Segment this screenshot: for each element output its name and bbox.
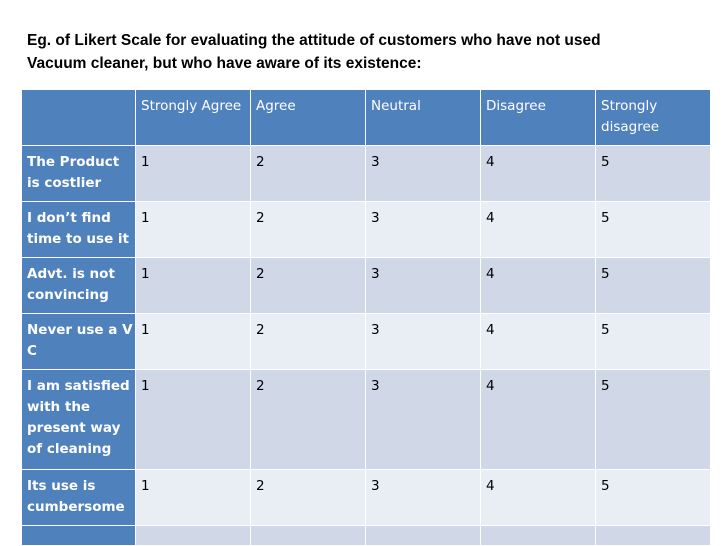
table-cell: 3 xyxy=(365,369,481,470)
row-label: Advt. is not convincing xyxy=(21,257,136,314)
header-strongly-disagree: Strongly disagree xyxy=(595,89,711,146)
row-label: The Product is costlier xyxy=(21,145,136,202)
table-cell: 5 xyxy=(595,313,711,370)
table-cell: 2 xyxy=(250,257,366,314)
table-row xyxy=(21,525,711,546)
table-cell: 1 xyxy=(135,257,251,314)
slide-title: Eg. of Likert Scale for evaluating the a… xyxy=(27,29,717,75)
table-cell: 4 xyxy=(480,369,596,470)
table-cell: 1 xyxy=(135,369,251,470)
table-cell: 5 xyxy=(595,257,711,314)
table-cell: 1 xyxy=(135,145,251,202)
table-cell: 5 xyxy=(595,469,711,526)
table-cell: 4 xyxy=(480,313,596,370)
table-cell: 5 xyxy=(595,369,711,470)
row-label: I am satisfied with the present way of c… xyxy=(21,369,136,470)
table-cell: 4 xyxy=(480,145,596,202)
table-cell: 3 xyxy=(365,201,481,258)
table-cell xyxy=(595,525,711,546)
table-cell: 4 xyxy=(480,201,596,258)
title-line-2: Vacuum cleaner, but who have aware of it… xyxy=(27,55,422,72)
table-cell xyxy=(135,525,251,546)
table-cell: 2 xyxy=(250,201,366,258)
table-header-row: Strongly Agree Agree Neutral Disagree St… xyxy=(21,89,711,146)
row-label xyxy=(21,525,136,546)
table-cell: 1 xyxy=(135,469,251,526)
table-cell: 1 xyxy=(135,313,251,370)
table-row: Its use is cumbersome 1 2 3 4 5 xyxy=(21,469,711,526)
header-disagree: Disagree xyxy=(480,89,596,146)
table-cell: 5 xyxy=(595,145,711,202)
table-cell: 3 xyxy=(365,145,481,202)
table-cell: 3 xyxy=(365,257,481,314)
row-label: I don’t find time to use it xyxy=(21,201,136,258)
table-row: Never use a V C 1 2 3 4 5 xyxy=(21,313,711,370)
table-cell: 1 xyxy=(135,201,251,258)
table-cell xyxy=(365,525,481,546)
table-cell: 3 xyxy=(365,313,481,370)
title-line-1: Eg. of Likert Scale for evaluating the a… xyxy=(27,32,601,49)
header-strongly-agree: Strongly Agree xyxy=(135,89,251,146)
table-cell: 2 xyxy=(250,145,366,202)
table-row: Advt. is not convincing 1 2 3 4 5 xyxy=(21,257,711,314)
header-corner-cell xyxy=(21,89,136,146)
table-cell: 2 xyxy=(250,313,366,370)
table-row: I am satisfied with the present way of c… xyxy=(21,369,711,470)
table-cell: 2 xyxy=(250,469,366,526)
table-cell: 3 xyxy=(365,469,481,526)
row-label: Its use is cumbersome xyxy=(21,469,136,526)
table-cell xyxy=(250,525,366,546)
row-label: Never use a V C xyxy=(21,313,136,370)
table-cell: 2 xyxy=(250,369,366,470)
table-cell: 4 xyxy=(480,257,596,314)
header-neutral: Neutral xyxy=(365,89,481,146)
table-row: I don’t find time to use it 1 2 3 4 5 xyxy=(21,201,711,258)
header-agree: Agree xyxy=(250,89,366,146)
table-row: The Product is costlier 1 2 3 4 5 xyxy=(21,145,711,202)
table-cell: 5 xyxy=(595,201,711,258)
likert-scale-table: Strongly Agree Agree Neutral Disagree St… xyxy=(21,89,711,546)
table-cell: 4 xyxy=(480,469,596,526)
table-cell xyxy=(480,525,596,546)
